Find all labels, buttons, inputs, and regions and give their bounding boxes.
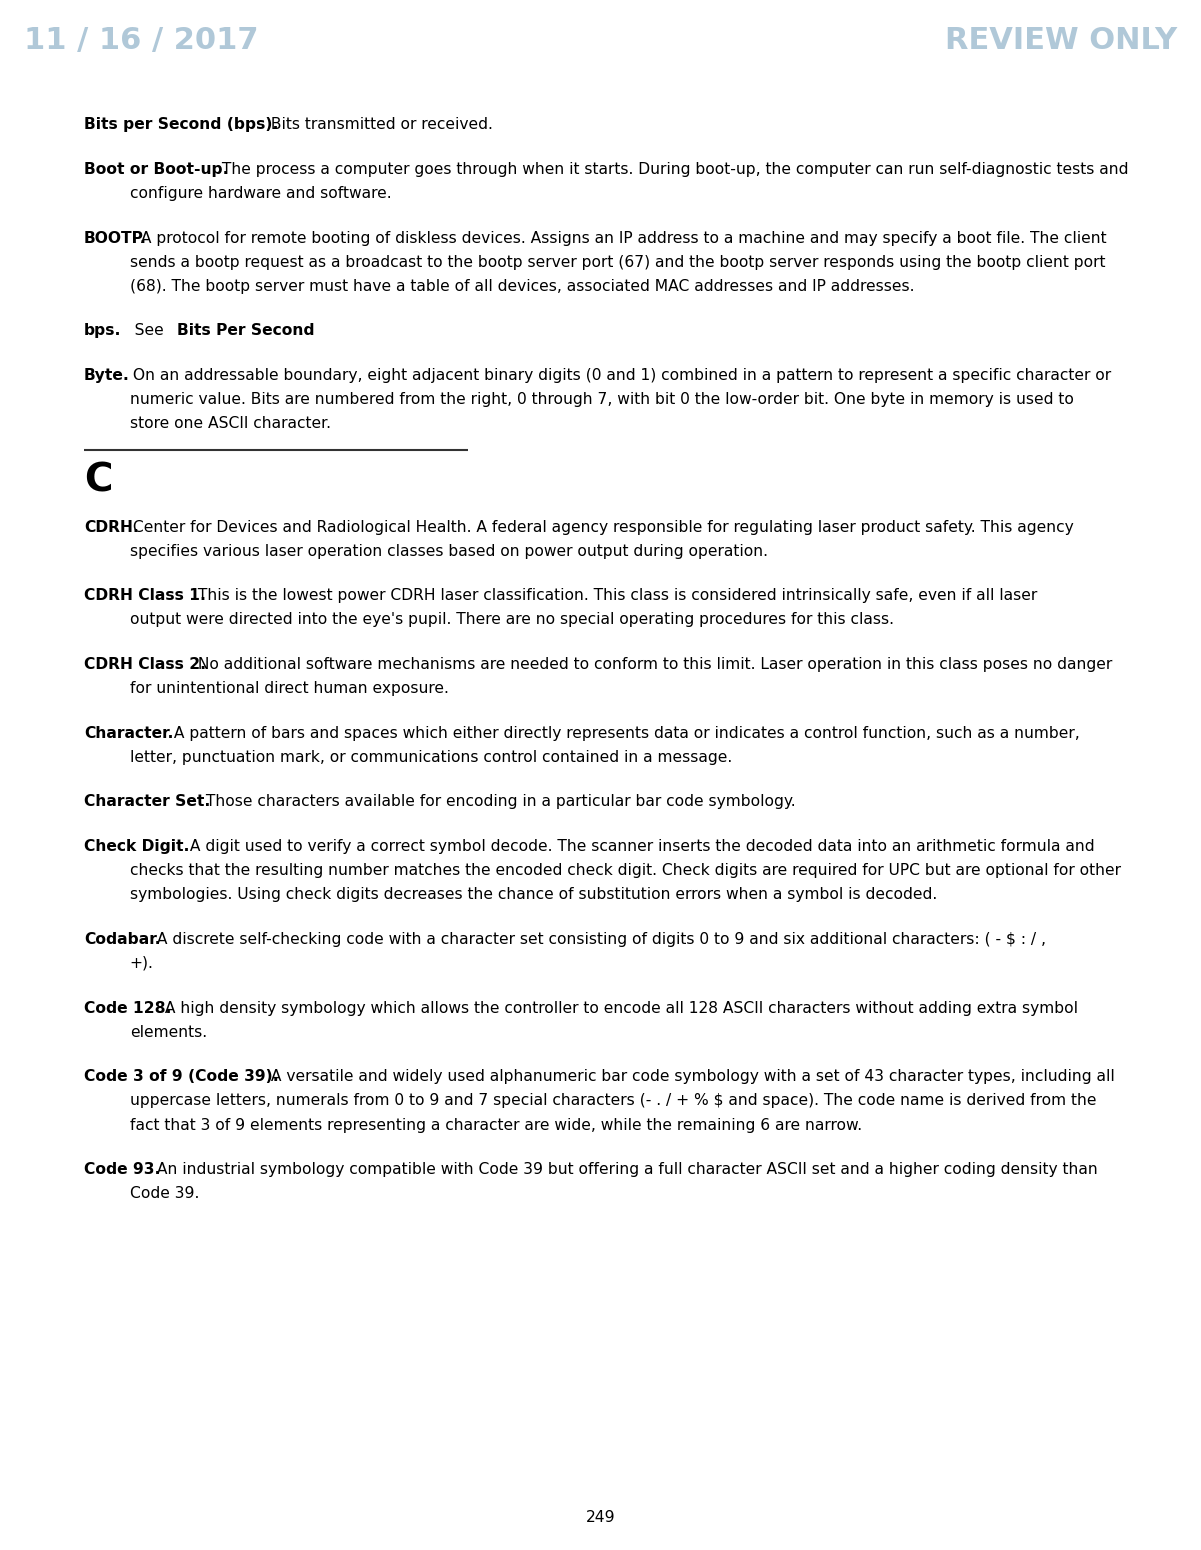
Text: symbologies. Using check digits decreases the chance of substitution errors when: symbologies. Using check digits decrease… bbox=[130, 887, 937, 902]
Text: C: C bbox=[84, 462, 113, 499]
Text: A versatile and widely used alphanumeric bar code symbology with a set of 43 cha: A versatile and widely used alphanumeric… bbox=[265, 1070, 1115, 1085]
Text: output were directed into the eye's pupil. There are no special operating proced: output were directed into the eye's pupi… bbox=[130, 612, 894, 628]
Text: Codabar.: Codabar. bbox=[84, 932, 161, 947]
Text: See: See bbox=[120, 324, 168, 338]
Text: for unintentional direct human exposure.: for unintentional direct human exposure. bbox=[130, 680, 449, 696]
Text: Code 93.: Code 93. bbox=[84, 1162, 161, 1176]
Text: BOOTP.: BOOTP. bbox=[84, 231, 147, 245]
Text: Center for Devices and Radiological Health. A federal agency responsible for reg: Center for Devices and Radiological Heal… bbox=[129, 519, 1074, 535]
Text: Bits per Second (bps).: Bits per Second (bps). bbox=[84, 118, 279, 132]
Text: bps.: bps. bbox=[84, 324, 121, 338]
Text: Code 128.: Code 128. bbox=[84, 1001, 172, 1015]
Text: (68). The bootp server must have a table of all devices, associated MAC addresse: (68). The bootp server must have a table… bbox=[130, 279, 914, 294]
Text: A pattern of bars and spaces which either directly represents data or indicates : A pattern of bars and spaces which eithe… bbox=[168, 725, 1080, 741]
Text: Bits Per Second: Bits Per Second bbox=[177, 324, 315, 338]
Text: An industrial symbology compatible with Code 39 but offering a full character AS: An industrial symbology compatible with … bbox=[153, 1162, 1098, 1176]
Text: Code 3 of 9 (Code 39).: Code 3 of 9 (Code 39). bbox=[84, 1070, 279, 1085]
Text: A discrete self-checking code with a character set consisting of digits 0 to 9 a: A discrete self-checking code with a cha… bbox=[153, 932, 1046, 947]
Text: CDRH Class 2.: CDRH Class 2. bbox=[84, 657, 207, 673]
Text: REVIEW ONLY: REVIEW ONLY bbox=[945, 26, 1177, 54]
Text: uppercase letters, numerals from 0 to 9 and 7 special characters (- . / + % $ an: uppercase letters, numerals from 0 to 9 … bbox=[130, 1093, 1097, 1108]
Text: CDRH Class 1.: CDRH Class 1. bbox=[84, 589, 207, 603]
Text: letter, punctuation mark, or communications control contained in a message.: letter, punctuation mark, or communicati… bbox=[130, 750, 731, 764]
Text: This is the lowest power CDRH laser classification. This class is considered int: This is the lowest power CDRH laser clas… bbox=[193, 589, 1038, 603]
Text: 249: 249 bbox=[586, 1510, 615, 1525]
Text: store one ASCII character.: store one ASCII character. bbox=[130, 417, 330, 431]
Text: Boot or Boot-up.: Boot or Boot-up. bbox=[84, 161, 228, 177]
Text: A high density symbology which allows the controller to encode all 128 ASCII cha: A high density symbology which allows th… bbox=[161, 1001, 1078, 1015]
Text: A protocol for remote booting of diskless devices. Assigns an IP address to a ma: A protocol for remote booting of diskles… bbox=[136, 231, 1107, 245]
Text: specifies various laser operation classes based on power output during operation: specifies various laser operation classe… bbox=[130, 544, 767, 558]
Text: Glossary: Glossary bbox=[562, 31, 639, 50]
Text: No additional software mechanisms are needed to conform to this limit. Laser ope: No additional software mechanisms are ne… bbox=[193, 657, 1112, 673]
Text: Character.: Character. bbox=[84, 725, 174, 741]
Text: configure hardware and software.: configure hardware and software. bbox=[130, 186, 392, 202]
Text: Check Digit.: Check Digit. bbox=[84, 839, 190, 854]
Text: .: . bbox=[298, 324, 303, 338]
Text: Bits transmitted or received.: Bits transmitted or received. bbox=[265, 118, 492, 132]
Text: Code 39.: Code 39. bbox=[130, 1186, 199, 1201]
Text: Character Set.: Character Set. bbox=[84, 795, 210, 809]
Text: On an addressable boundary, eight adjacent binary digits (0 and 1) combined in a: On an addressable boundary, eight adjace… bbox=[129, 367, 1111, 383]
Text: sends a bootp request as a broadcast to the bootp server port (67) and the bootp: sends a bootp request as a broadcast to … bbox=[130, 254, 1105, 270]
Text: The process a computer goes through when it starts. During boot-up, the computer: The process a computer goes through when… bbox=[217, 161, 1129, 177]
Text: numeric value. Bits are numbered from the right, 0 through 7, with bit 0 the low: numeric value. Bits are numbered from th… bbox=[130, 392, 1074, 408]
Text: fact that 3 of 9 elements representing a character are wide, while the remaining: fact that 3 of 9 elements representing a… bbox=[130, 1118, 862, 1133]
Text: Those characters available for encoding in a particular bar code symbology.: Those characters available for encoding … bbox=[201, 795, 795, 809]
Text: A digit used to verify a correct symbol decode. The scanner inserts the decoded : A digit used to verify a correct symbol … bbox=[185, 839, 1094, 854]
Text: +).: +). bbox=[130, 956, 154, 970]
Text: elements.: elements. bbox=[130, 1025, 207, 1040]
Text: checks that the resulting number matches the encoded check digit. Check digits a: checks that the resulting number matches… bbox=[130, 863, 1121, 879]
Text: Byte.: Byte. bbox=[84, 367, 130, 383]
Text: 11 / 16 / 2017: 11 / 16 / 2017 bbox=[24, 26, 258, 54]
Text: CDRH.: CDRH. bbox=[84, 519, 139, 535]
